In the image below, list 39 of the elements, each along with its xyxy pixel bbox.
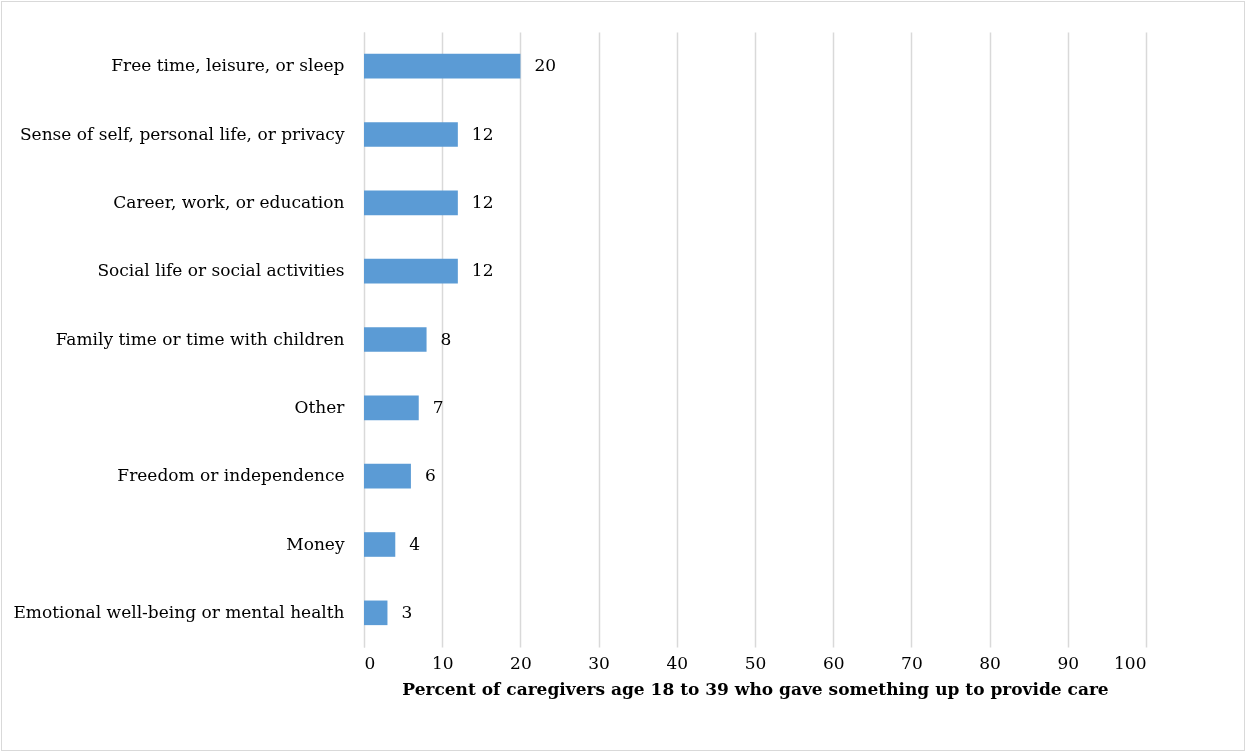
y-tick-label: Sense of self, personal life, or privacy (19, 123, 345, 144)
data-label: 20 (534, 55, 557, 76)
data-label: 12 (471, 123, 494, 144)
x-tick-label: 20 (510, 652, 532, 673)
bar (364, 532, 396, 557)
bar (364, 122, 458, 147)
bar (364, 463, 411, 489)
bar (364, 327, 427, 352)
x-tick-label: 50 (744, 652, 767, 673)
x-tick-label: 100 (1114, 652, 1147, 673)
y-tick-label: Social life or social activities (97, 260, 345, 281)
data-label: 3 (401, 601, 413, 622)
bar (364, 600, 388, 626)
data-label: 12 (471, 191, 494, 212)
y-tick-label: Emotional well-being or mental health (13, 601, 345, 622)
x-tick-label: 30 (588, 652, 610, 673)
bar (364, 395, 419, 421)
data-label: 8 (440, 328, 452, 349)
data-label: 6 (424, 465, 436, 486)
data-label: 4 (409, 533, 421, 554)
x-tick-label: 80 (979, 652, 1001, 673)
x-tick-label: 10 (431, 652, 454, 673)
x-tick-label: 90 (1057, 652, 1080, 673)
y-tick-label: Free time, leisure, or sleep (111, 55, 345, 76)
x-tick-label: 70 (901, 652, 923, 673)
y-tick-label: Freedom or independence (117, 465, 345, 486)
y-tick-label: Family time or time with children (55, 328, 345, 349)
x-tick-label: 0 (364, 652, 376, 673)
data-label: 7 (432, 396, 444, 417)
x-axis-title: Percent of caregivers age 18 to 39 who gave something up to provide care (402, 678, 1109, 699)
x-tick-label: 40 (666, 652, 689, 673)
x-tick-label: 60 (822, 652, 845, 673)
bar (364, 53, 521, 79)
data-label: 12 (471, 260, 494, 281)
y-tick-label: Career, work, or education (113, 191, 345, 212)
y-tick-label: Money (286, 533, 345, 554)
bar (364, 190, 458, 216)
bar (364, 258, 458, 284)
y-tick-label: Other (294, 396, 346, 417)
